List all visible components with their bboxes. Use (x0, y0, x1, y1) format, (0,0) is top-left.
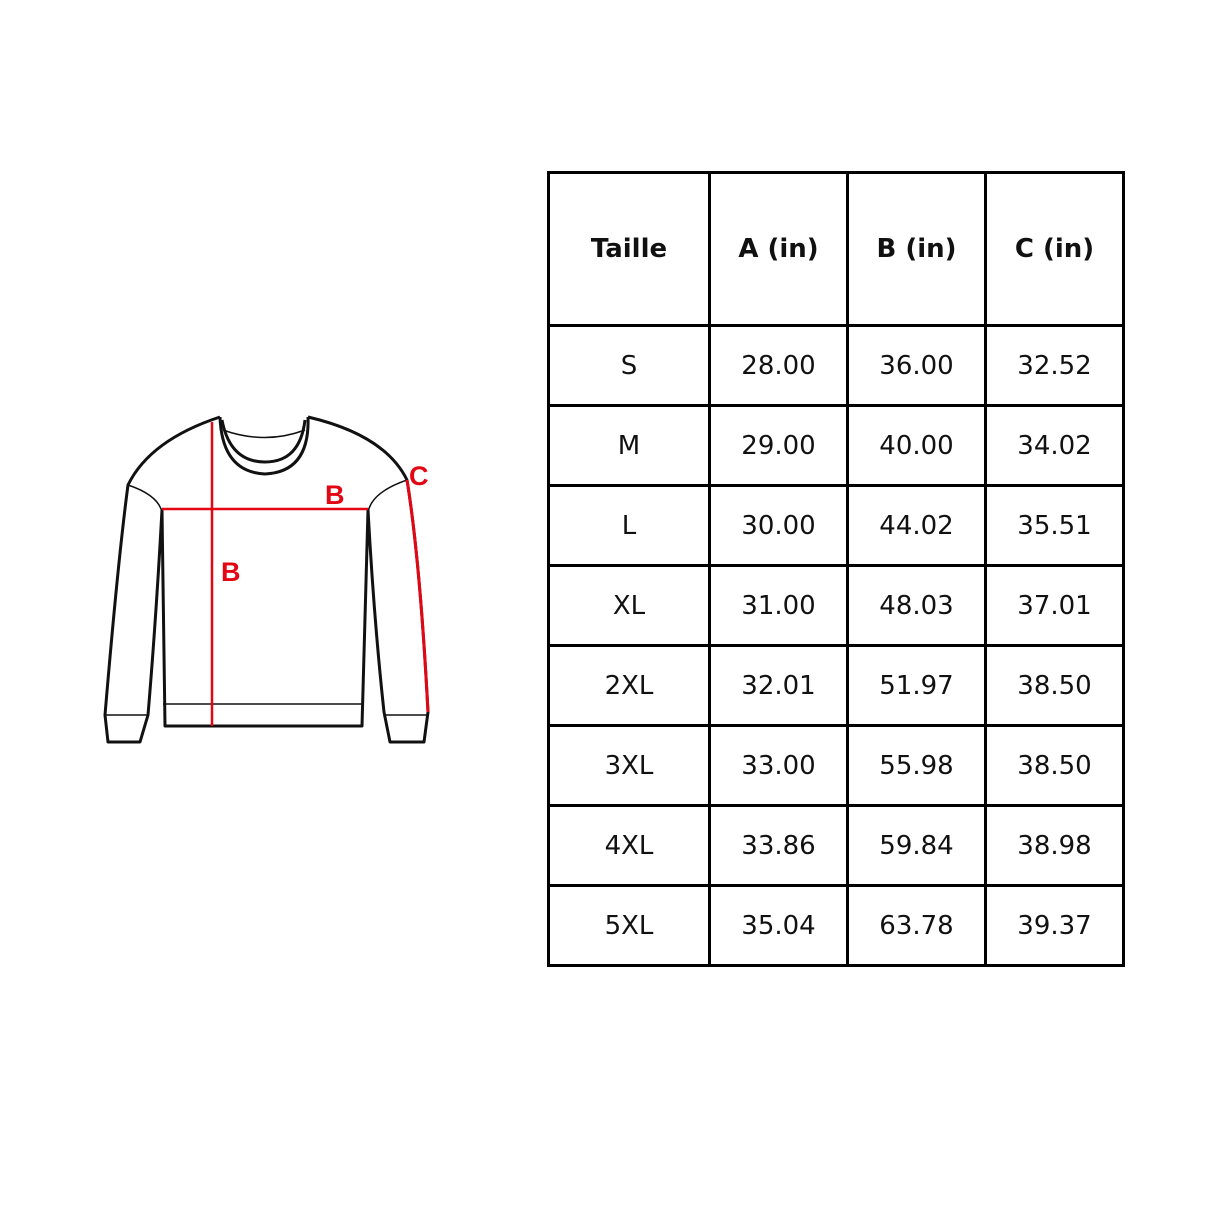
table-row: L 30.00 44.02 35.51 (547, 484, 1125, 567)
table-cell: 28.00 (708, 324, 849, 407)
header-c: C (in) (984, 171, 1125, 327)
table-cell: 2XL (547, 644, 711, 727)
table-row: 3XL 33.00 55.98 38.50 (547, 724, 1125, 807)
table-cell: 5XL (547, 884, 711, 967)
table-row: 2XL 32.01 51.97 38.50 (547, 644, 1125, 727)
measurement-lines (162, 422, 430, 726)
header-size: Taille (547, 171, 711, 327)
table-cell: 38.50 (984, 724, 1125, 807)
header-a: A (in) (708, 171, 849, 327)
table-cell: S (547, 324, 711, 407)
table-cell: 40.00 (846, 404, 987, 487)
table-cell: XL (547, 564, 711, 647)
table-cell: 33.86 (708, 804, 849, 887)
table-cell: 4XL (547, 804, 711, 887)
sleeve-label: C (409, 461, 429, 491)
table-row: XL 31.00 48.03 37.01 (547, 564, 1125, 647)
header-b: B (in) (846, 171, 987, 327)
sleeve-line (405, 479, 430, 713)
table-header-row: Taille A (in) B (in) C (in) (547, 171, 1125, 327)
table-cell: 51.97 (846, 644, 987, 727)
table-cell: 32.52 (984, 324, 1125, 407)
sweatshirt-outline (103, 415, 430, 744)
table-cell: L (547, 484, 711, 567)
table-cell: 29.00 (708, 404, 849, 487)
table-cell: M (547, 404, 711, 487)
length-label: B (221, 557, 241, 587)
table-row: 5XL 35.04 63.78 39.37 (547, 884, 1125, 967)
table-cell: 33.00 (708, 724, 849, 807)
table-cell: 44.02 (846, 484, 987, 567)
table-cell: 37.01 (984, 564, 1125, 647)
table-cell: 55.98 (846, 724, 987, 807)
table-cell: 30.00 (708, 484, 849, 567)
table-cell: 63.78 (846, 884, 987, 967)
table-cell: 35.51 (984, 484, 1125, 567)
table-row: S 28.00 36.00 32.52 (547, 324, 1125, 407)
table-cell: 31.00 (708, 564, 849, 647)
size-chart-table: Taille A (in) B (in) C (in) S 28.00 36.00 3… (547, 171, 1125, 967)
table-cell: 34.02 (984, 404, 1125, 487)
table-row: 4XL 33.86 59.84 38.98 (547, 804, 1125, 887)
width-label: B (325, 480, 345, 510)
table-cell: 36.00 (846, 324, 987, 407)
table-cell: 39.37 (984, 884, 1125, 967)
table-cell: 59.84 (846, 804, 987, 887)
table-row: M 29.00 40.00 34.02 (547, 404, 1125, 487)
table-cell: 48.03 (846, 564, 987, 647)
table-cell: 3XL (547, 724, 711, 807)
table-cell: 35.04 (708, 884, 849, 967)
table-cell: 32.01 (708, 644, 849, 727)
table-cell: 38.50 (984, 644, 1125, 727)
table-cell: 38.98 (984, 804, 1125, 887)
